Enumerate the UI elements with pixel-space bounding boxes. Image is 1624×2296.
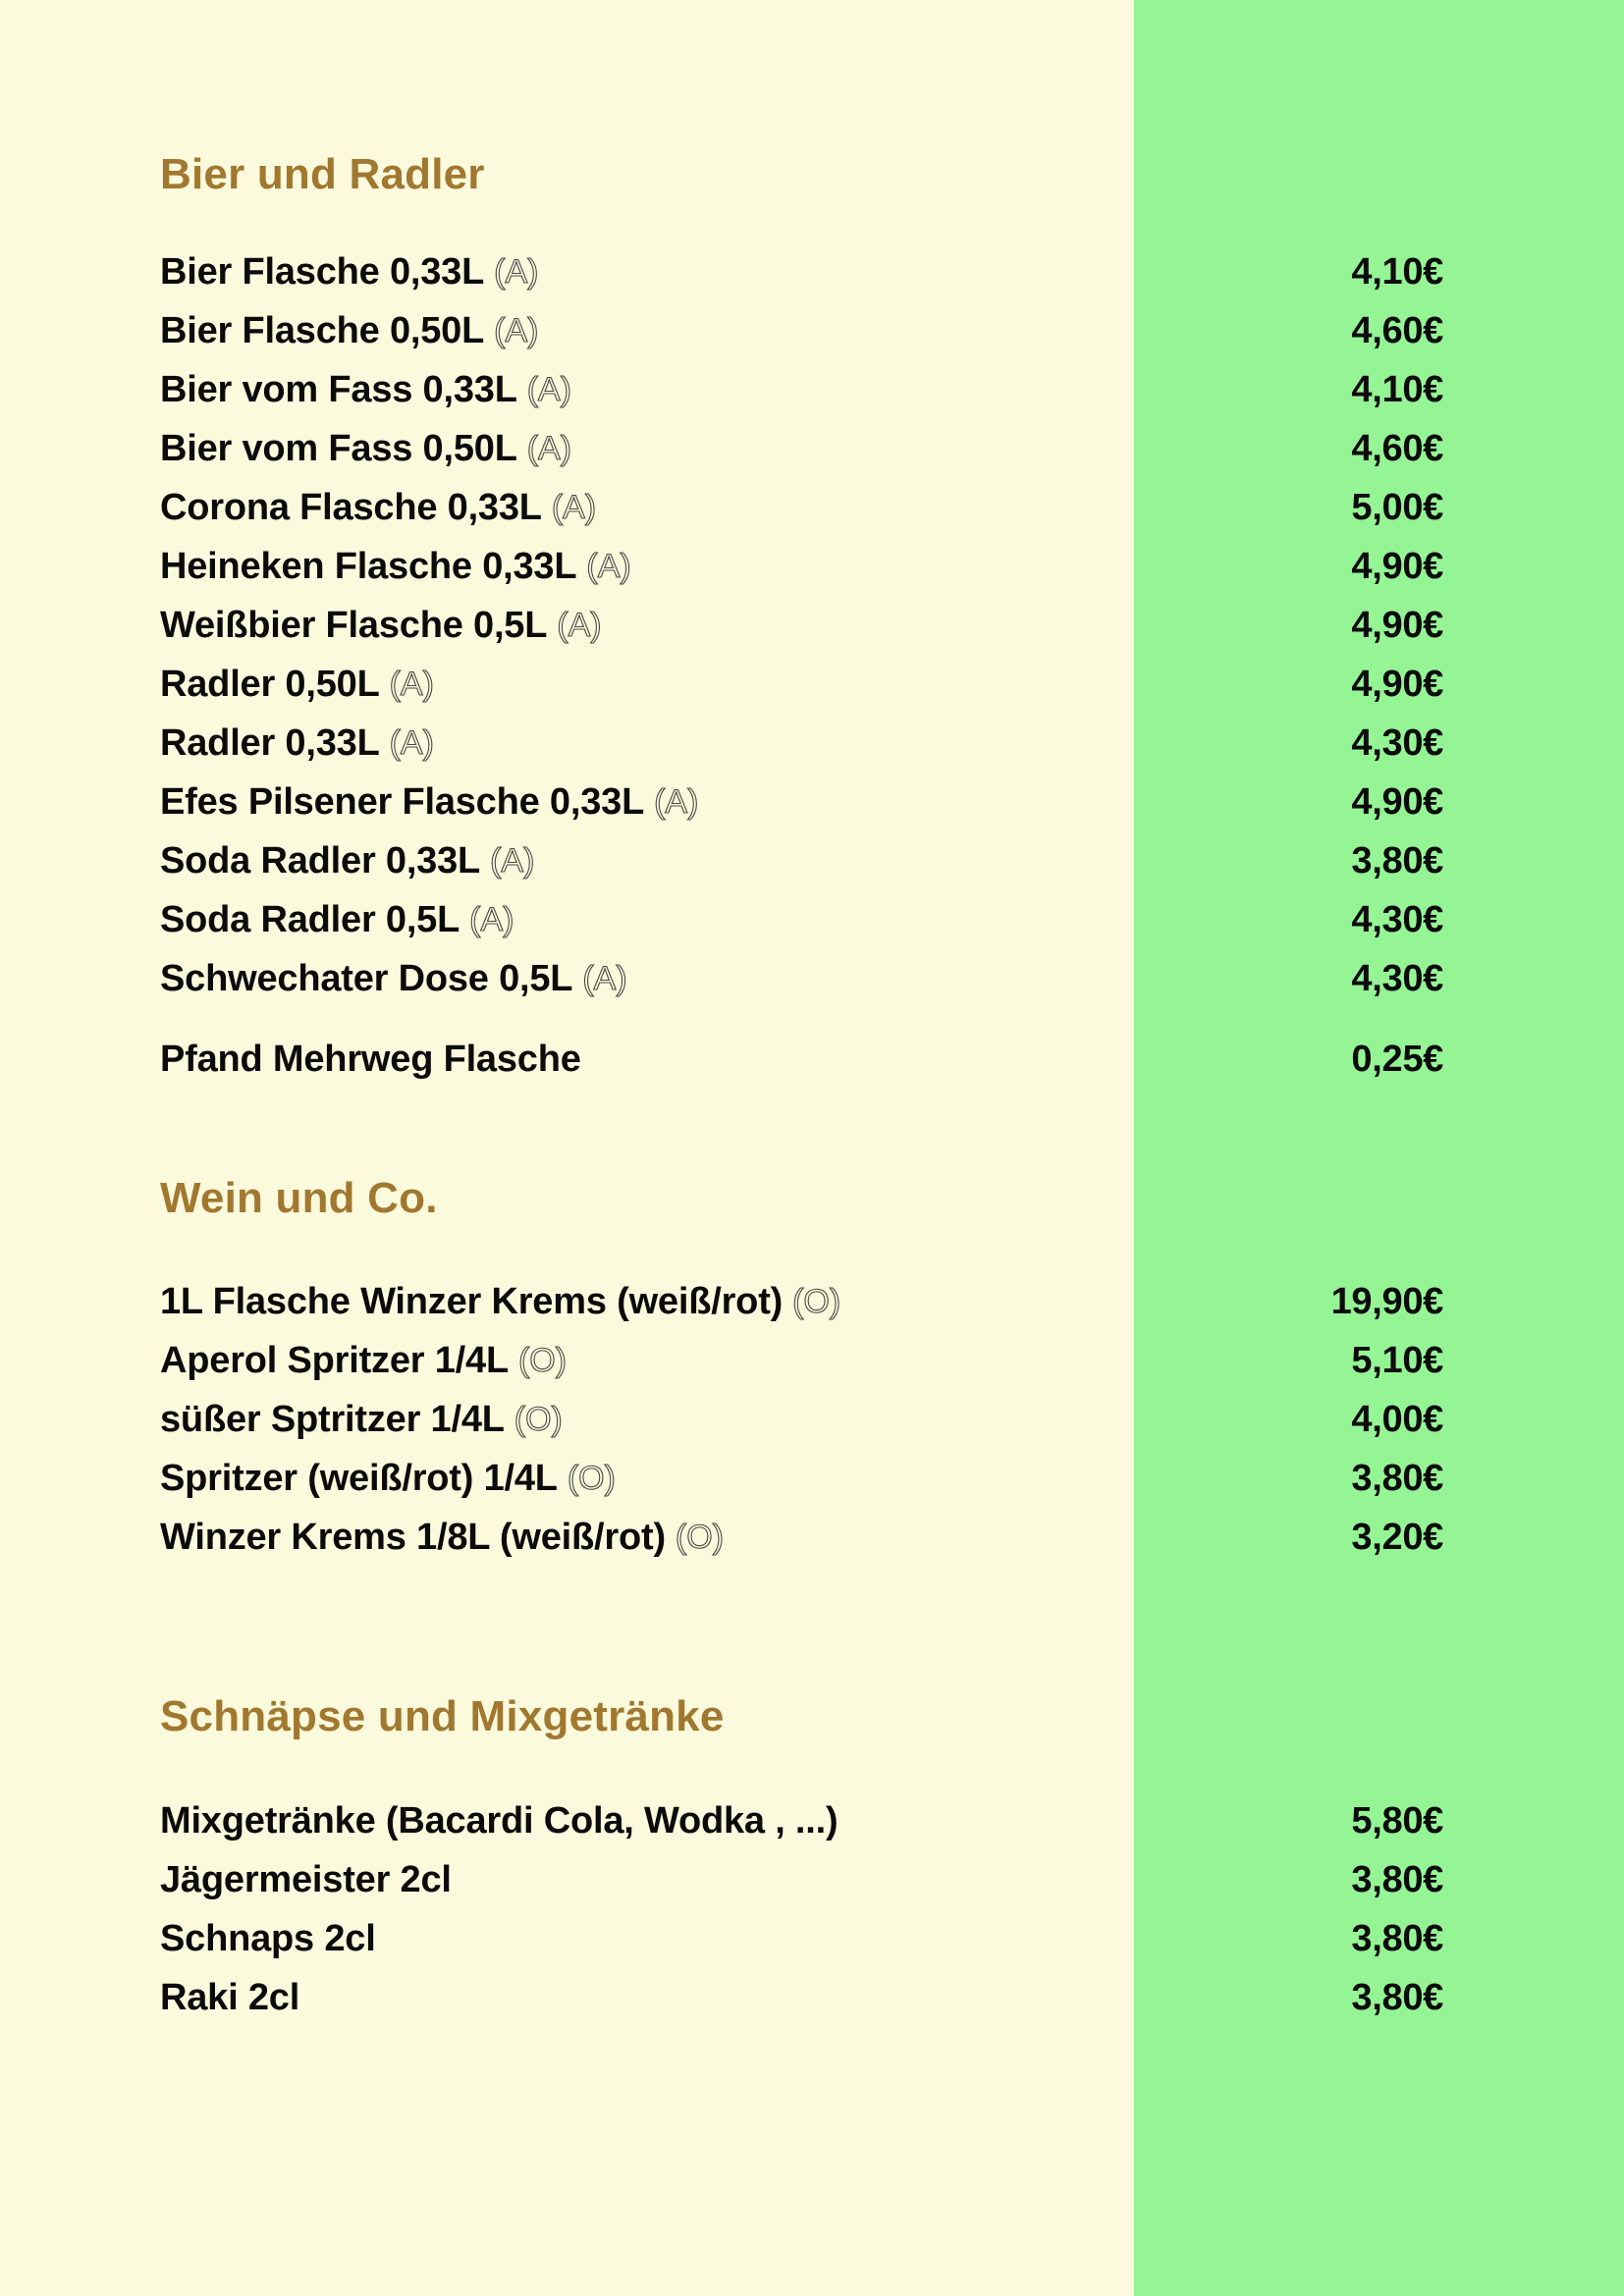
menu-item-price: 0,25€ [1351, 1039, 1443, 1081]
menu-item-row: Corona Flasche 0,33L (A) 5,00€ [0, 478, 1624, 537]
menu-item-price: 4,30€ [1351, 722, 1443, 765]
menu-item-price: 3,80€ [1351, 1858, 1443, 1900]
menu-item-row: Bier Flasche 0,33L (A) 4,10€ [0, 242, 1624, 301]
allergen-marker: (A) [586, 548, 631, 586]
section-heading-wine: Wein und Co. [160, 1174, 438, 1223]
menu-item-row: Weißbier Flasche 0,5L (A) 4,90€ [0, 596, 1624, 655]
menu-item-name: Schnaps 2cl [160, 1917, 376, 1959]
menu-item-row: Schnaps 2cl 3,80€ [0, 1909, 1624, 1968]
menu-list-spirits: Mixgetränke (Bacardi Cola, Wodka , ...) 5… [0, 1791, 1624, 2027]
menu-item-row: Mixgetränke (Bacardi Cola, Wodka , ...) 5… [0, 1791, 1624, 1850]
menu-item-price: 5,80€ [1351, 1799, 1443, 1842]
menu-section-beer: Bier und Radler Bier Flasche 0,33L (A) 4,1… [0, 0, 1624, 1089]
allergen-marker: (A) [582, 960, 627, 998]
menu-item-row: süßer Sptritzer 1/4L (O) 4,00€ [0, 1390, 1624, 1449]
section-heading-spirits: Schnäpse und Mixgetränke [160, 1692, 725, 1741]
menu-item-row: Radler 0,33L (A) 4,30€ [0, 714, 1624, 773]
allergen-marker: (A) [557, 607, 602, 645]
menu-item-row: Spritzer (weiß/rot) 1/4L (O) 3,80€ [0, 1449, 1624, 1508]
menu-item-price: 3,20€ [1351, 1517, 1443, 1559]
allergen-marker: (O) [517, 1342, 568, 1380]
menu-item-name: Jägermeister 2cl [160, 1858, 452, 1900]
menu-item-name: Raki 2cl [160, 1976, 300, 2018]
menu-item-name: Corona Flasche 0,33L (A) [160, 487, 597, 529]
menu-item-price: 3,80€ [1351, 1458, 1443, 1500]
menu-item-name: Mixgetränke (Bacardi Cola, Wodka , ...) [160, 1799, 839, 1842]
menu-item-row: Radler 0,50L (A) 4,90€ [0, 655, 1624, 714]
menu-item-price: 4,60€ [1351, 310, 1443, 352]
menu-item-name: Soda Radler 0,33L (A) [160, 840, 535, 882]
allergen-marker: (A) [526, 430, 572, 468]
menu-item-price: 3,80€ [1351, 1917, 1443, 1959]
menu-item-name: 1L Flasche Winzer Krems (weiß/rot) (O) [160, 1281, 841, 1323]
allergen-marker: (A) [494, 312, 539, 350]
menu-item-price: 4,30€ [1351, 899, 1443, 941]
menu-item-row: Raki 2cl 3,80€ [0, 1968, 1624, 2027]
menu-item-name: Aperol Spritzer 1/4L (O) [160, 1340, 568, 1382]
menu-section-spirits: Schnäpse und Mixgetränke Mixgetränke (Ba… [0, 1567, 1624, 2026]
menu-item-name: Bier Flasche 0,50L (A) [160, 310, 539, 352]
menu-item-price: 4,90€ [1351, 664, 1443, 706]
menu-item-price: 4,60€ [1351, 428, 1443, 470]
allergen-marker: (A) [389, 666, 434, 704]
menu-item-name: Pfand Mehrweg Flasche [160, 1039, 581, 1081]
menu-item-row: Bier vom Fass 0,50L (A) 4,60€ [0, 419, 1624, 478]
menu-item-price: 4,90€ [1351, 781, 1443, 824]
menu-item-row: Schwechater Dose 0,5L (A) 4,30€ [0, 949, 1624, 1008]
menu-item-row: Heineken Flasche 0,33L (A) 4,90€ [0, 537, 1624, 596]
menu-item-price: 4,10€ [1351, 251, 1443, 294]
menu-item-name: Heineken Flasche 0,33L (A) [160, 546, 631, 588]
allergen-marker: (A) [526, 371, 572, 409]
menu-item-row: Bier Flasche 0,50L (A) 4,60€ [0, 301, 1624, 360]
menu-item-name: Bier Flasche 0,33L (A) [160, 251, 539, 294]
allergen-marker: (A) [654, 783, 699, 822]
allergen-marker: (A) [551, 489, 597, 527]
menu-item-name: Schwechater Dose 0,5L (A) [160, 958, 627, 1000]
allergen-marker: (A) [389, 724, 434, 763]
menu-item-price: 4,90€ [1351, 546, 1443, 588]
menu-item-name: Radler 0,33L (A) [160, 722, 434, 765]
menu-item-row: 1L Flasche Winzer Krems (weiß/rot) (O) 19,… [0, 1272, 1624, 1331]
section-heading-beer: Bier und Radler [160, 150, 485, 198]
allergen-marker: (A) [469, 901, 514, 939]
menu-item-row: Winzer Krems 1/8L (weiß/rot) (O) 3,20€ [0, 1508, 1624, 1567]
menu-item-price: 3,80€ [1351, 840, 1443, 882]
menu-item-row: Efes Pilsener Flasche 0,33L (A) 4,90€ [0, 773, 1624, 831]
menu-item-row: Bier vom Fass 0,33L (A) 4,10€ [0, 360, 1624, 419]
menu-item-name: Bier vom Fass 0,33L (A) [160, 369, 572, 411]
menu-list-beer: Bier Flasche 0,33L (A) 4,10€ Bier Flasche 0… [0, 242, 1624, 1089]
menu-list-wine: 1L Flasche Winzer Krems (weiß/rot) (O) 19,… [0, 1272, 1624, 1567]
allergen-marker: (O) [675, 1519, 725, 1557]
menu-item-name: Winzer Krems 1/8L (weiß/rot) (O) [160, 1517, 725, 1559]
menu-item-price: 4,00€ [1351, 1399, 1443, 1441]
menu-item-name: süßer Sptritzer 1/4L (O) [160, 1399, 563, 1441]
menu-item-price: 4,90€ [1351, 605, 1443, 647]
menu-item-name: Soda Radler 0,5L (A) [160, 899, 514, 941]
allergen-marker: (O) [567, 1460, 616, 1498]
menu-section-wine: Wein und Co. 1L Flasche Winzer Krems (we… [0, 1089, 1624, 1567]
menu-item-price: 4,30€ [1351, 958, 1443, 1000]
allergen-marker: (O) [792, 1283, 841, 1321]
menu-item-price: 5,10€ [1351, 1340, 1443, 1382]
menu-item-price: 4,10€ [1351, 369, 1443, 411]
menu-item-name: Weißbier Flasche 0,5L (A) [160, 605, 602, 647]
menu-item-name: Efes Pilsener Flasche 0,33L (A) [160, 781, 699, 824]
menu-item-price: 19,90€ [1330, 1281, 1444, 1323]
menu-item-row: Soda Radler 0,5L (A) 4,30€ [0, 890, 1624, 949]
menu-item-row: Pfand Mehrweg Flasche 0,25€ [0, 1030, 1624, 1089]
menu-item-row: Jägermeister 2cl 3,80€ [0, 1850, 1624, 1909]
menu-item-name: Bier vom Fass 0,50L (A) [160, 428, 572, 470]
menu-item-name: Spritzer (weiß/rot) 1/4L (O) [160, 1458, 616, 1500]
menu-item-name: Radler 0,50L (A) [160, 664, 434, 706]
allergen-marker: (A) [490, 842, 535, 881]
menu-item-row: Soda Radler 0,33L (A) 3,80€ [0, 831, 1624, 890]
menu-item-price: 3,80€ [1351, 1976, 1443, 2018]
menu-item-row: Aperol Spritzer 1/4L (O) 5,10€ [0, 1331, 1624, 1390]
allergen-marker: (A) [494, 253, 539, 292]
price-column-panel [1134, 0, 1624, 2296]
menu-item-price: 5,00€ [1351, 487, 1443, 529]
allergen-marker: (O) [514, 1401, 563, 1439]
